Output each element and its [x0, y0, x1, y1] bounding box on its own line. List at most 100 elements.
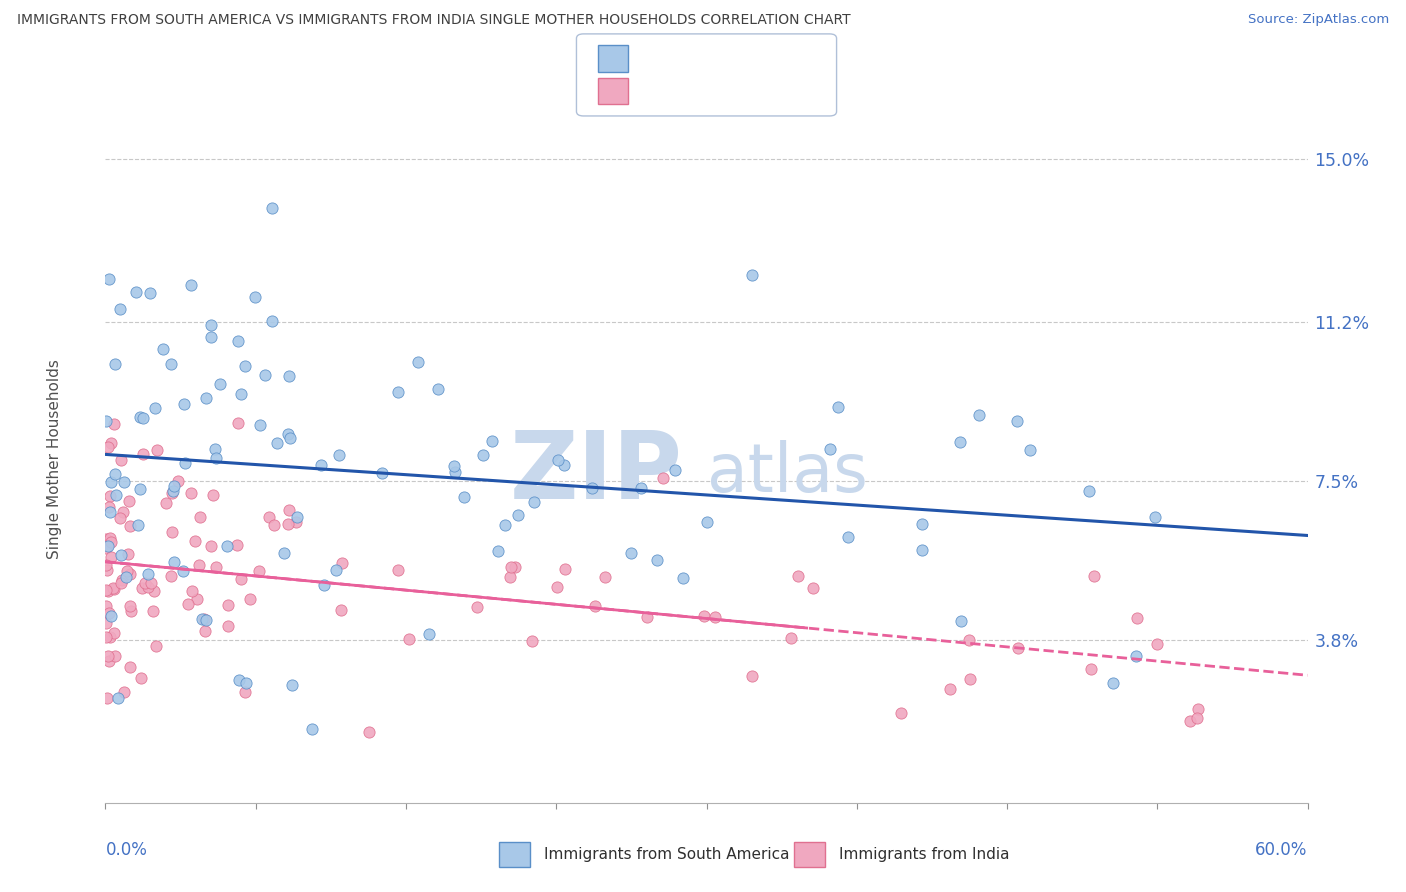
- Point: [205, 450, 228, 465]
- Point: [229, 572, 252, 586]
- Point: [98, 489, 121, 503]
- Point: [160, 357, 183, 371]
- Point: [98, 531, 121, 545]
- Point: [94, 541, 117, 555]
- Point: [100, 608, 122, 623]
- Point: [911, 516, 934, 531]
- Point: [94, 532, 117, 546]
- Text: Source: ZipAtlas.com: Source: ZipAtlas.com: [1249, 13, 1389, 27]
- Point: [581, 481, 603, 495]
- Point: [967, 409, 990, 423]
- Point: [187, 558, 209, 572]
- Point: [141, 575, 163, 590]
- Point: [651, 471, 673, 485]
- Point: [177, 597, 200, 611]
- Point: [546, 580, 568, 594]
- Text: R =: R =: [643, 52, 676, 66]
- Point: [620, 546, 643, 560]
- Text: IMMIGRANTS FROM SOUTH AMERICA VS IMMIGRANTS FROM INDIA SINGLE MOTHER HOUSEHOLDS : IMMIGRANTS FROM SOUTH AMERICA VS IMMIGRA…: [17, 13, 851, 28]
- Point: [107, 691, 129, 706]
- Point: [131, 447, 153, 461]
- Point: [239, 591, 262, 606]
- Point: [129, 410, 152, 425]
- Text: N =: N =: [748, 52, 792, 66]
- Point: [110, 575, 132, 590]
- Point: [96, 615, 118, 630]
- Point: [387, 563, 409, 577]
- Point: [136, 580, 159, 594]
- Point: [138, 566, 160, 581]
- Point: [167, 475, 190, 489]
- Point: [108, 511, 131, 525]
- Point: [1125, 649, 1147, 664]
- Point: [329, 603, 352, 617]
- Point: [741, 669, 763, 683]
- Point: [636, 609, 658, 624]
- Text: -0.427: -0.427: [676, 84, 731, 98]
- Point: [226, 416, 249, 430]
- Point: [96, 691, 118, 706]
- Point: [406, 354, 429, 368]
- Point: [481, 434, 503, 449]
- Point: [486, 544, 509, 558]
- Point: [1101, 676, 1123, 690]
- Point: [285, 510, 308, 524]
- Point: [827, 400, 849, 414]
- Point: [108, 301, 131, 316]
- Point: [696, 515, 718, 529]
- Point: [200, 539, 222, 553]
- Point: [273, 546, 295, 560]
- Point: [94, 414, 117, 428]
- Point: [129, 672, 152, 686]
- Point: [278, 431, 301, 445]
- Point: [301, 723, 323, 737]
- Point: [257, 510, 280, 524]
- Point: [522, 634, 544, 648]
- Point: [173, 396, 195, 410]
- Point: [910, 542, 932, 557]
- Point: [200, 330, 222, 344]
- Point: [278, 503, 301, 517]
- Point: [139, 286, 162, 301]
- Point: [110, 549, 132, 563]
- Point: [201, 488, 224, 502]
- Point: [501, 559, 523, 574]
- Point: [215, 539, 238, 553]
- Point: [190, 510, 212, 524]
- Point: [118, 599, 141, 613]
- Point: [104, 357, 127, 371]
- Point: [959, 672, 981, 686]
- Point: [193, 612, 215, 626]
- Point: [957, 632, 980, 647]
- Point: [554, 562, 576, 576]
- Point: [553, 458, 575, 472]
- Point: [191, 612, 214, 626]
- Point: [96, 563, 118, 577]
- Point: [472, 448, 495, 462]
- Point: [98, 606, 121, 620]
- Point: [120, 604, 142, 618]
- Point: [112, 505, 135, 519]
- Point: [499, 570, 522, 584]
- Text: N =: N =: [748, 84, 792, 98]
- Point: [523, 495, 546, 509]
- Point: [443, 458, 465, 473]
- Point: [94, 599, 117, 613]
- Point: [1126, 611, 1149, 625]
- Text: 60.0%: 60.0%: [1256, 840, 1308, 859]
- Point: [204, 442, 226, 456]
- Point: [328, 448, 350, 462]
- Point: [186, 592, 208, 607]
- Point: [281, 678, 304, 692]
- Point: [103, 626, 125, 640]
- Point: [547, 453, 569, 467]
- Point: [233, 359, 256, 373]
- Point: [398, 632, 420, 647]
- Point: [105, 488, 128, 502]
- Point: [949, 435, 972, 450]
- Point: [194, 613, 217, 627]
- Point: [332, 557, 354, 571]
- Point: [1187, 702, 1209, 716]
- Point: [465, 600, 488, 615]
- Point: [939, 682, 962, 697]
